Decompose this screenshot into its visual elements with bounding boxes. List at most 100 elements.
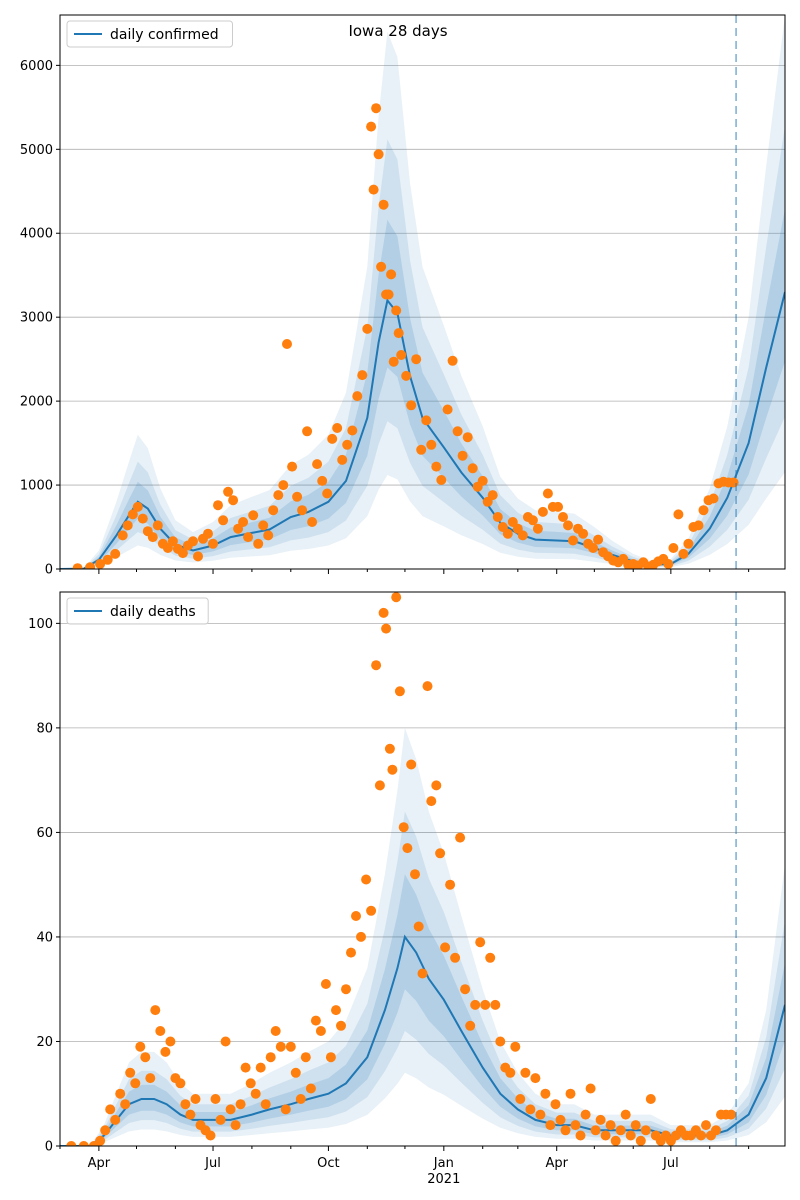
observation-point (175, 1078, 186, 1089)
observation-point (673, 509, 684, 520)
observation-point (388, 356, 399, 367)
y-tick-label: 4000 (20, 227, 53, 242)
observation-point (265, 1052, 276, 1063)
observation-point (337, 454, 348, 465)
observation-point (467, 463, 478, 474)
axes-frame (59, 591, 786, 1147)
legend-box (66, 20, 233, 48)
observation-point (663, 559, 674, 569)
observation-point (452, 426, 463, 437)
observation-point (366, 905, 377, 916)
x-tick-label: Oct (317, 1156, 339, 1171)
observation-point (102, 554, 113, 565)
uncertainty-band-3 (60, 208, 785, 569)
observation-point (555, 1114, 566, 1125)
observation-point (465, 1020, 476, 1031)
observation-point (100, 1125, 111, 1136)
observation-point (588, 543, 599, 553)
observation-point (356, 931, 366, 942)
observation-point (391, 305, 402, 316)
y-tick-label: 5000 (20, 143, 53, 158)
observation-point (292, 491, 303, 502)
observation-point (568, 535, 578, 546)
observation-point (240, 1062, 251, 1073)
observation-point (550, 1099, 561, 1110)
observation-point (460, 984, 471, 995)
observation-point (185, 1109, 196, 1120)
observation-point (535, 1109, 546, 1120)
observation-point (645, 1094, 656, 1104)
observation-point (235, 1099, 246, 1110)
observation-point (205, 1130, 216, 1141)
observation-point (630, 1120, 641, 1131)
observation-point (155, 1026, 166, 1036)
observation-point (475, 937, 486, 948)
observation-point (683, 538, 694, 549)
observation-point (726, 1109, 737, 1120)
observation-point (575, 1130, 586, 1141)
plot-area (60, 592, 785, 1146)
observation-point (152, 520, 163, 531)
observation-point (347, 425, 358, 436)
observation-point (147, 532, 158, 543)
observation-point (728, 477, 739, 488)
observation-point (285, 1041, 296, 1052)
observation-point (255, 1062, 266, 1073)
observation-point (542, 488, 553, 499)
y-tick-label: 6000 (20, 59, 53, 74)
x-tick-label: Jul (204, 1156, 221, 1171)
observation-point (696, 1130, 706, 1141)
observation-point (218, 515, 229, 526)
y-tick-label: 0 (45, 1140, 53, 1155)
observation-point (563, 520, 573, 531)
observation-point (530, 1073, 541, 1084)
observation-point (417, 968, 428, 979)
observation-point (401, 370, 412, 381)
observation-point (708, 493, 719, 504)
x-tick-label: Apr (88, 1156, 111, 1171)
observation-point (565, 1088, 576, 1099)
observation-point (180, 1099, 191, 1110)
observation-point (595, 1114, 606, 1125)
observation-point (640, 1125, 651, 1136)
observation-point (366, 121, 377, 132)
observation-point (72, 563, 83, 569)
observation-point (560, 1125, 571, 1136)
observation-point (302, 426, 313, 437)
observation-point (273, 490, 284, 501)
y-tick-label: 1000 (20, 479, 53, 494)
observation-point (693, 520, 704, 531)
observation-point (520, 1067, 531, 1078)
observation-point (122, 520, 133, 531)
observation-point (384, 743, 395, 754)
observation-point (373, 149, 384, 160)
observation-point (270, 1026, 281, 1036)
observation-point (435, 848, 446, 859)
observation-point (125, 1067, 136, 1078)
observation-point (210, 1094, 221, 1104)
observation-point (431, 461, 442, 472)
observation-point (167, 536, 178, 547)
observation-point (505, 1067, 516, 1078)
observation-point (297, 505, 308, 516)
observation-point (66, 1141, 77, 1146)
observation-point (362, 323, 373, 334)
observation-point (150, 1005, 161, 1016)
plot-area (60, 15, 785, 569)
observation-point (282, 339, 292, 349)
observation-point (351, 911, 361, 921)
observation-point (378, 199, 389, 210)
observation-point (230, 1120, 241, 1131)
legend-label: daily deaths (110, 604, 196, 620)
observation-point (220, 1036, 231, 1047)
observation-point (95, 559, 106, 569)
observation-point (600, 1130, 611, 1141)
observation-point (374, 780, 385, 791)
observation-point (130, 1078, 141, 1089)
observation-point (455, 832, 466, 843)
uncertainty-band-1 (60, 15, 785, 569)
observation-point (440, 942, 451, 953)
observation-point (387, 764, 398, 775)
observation-point (445, 879, 456, 890)
figure-title: Iowa 28 days (348, 22, 447, 40)
